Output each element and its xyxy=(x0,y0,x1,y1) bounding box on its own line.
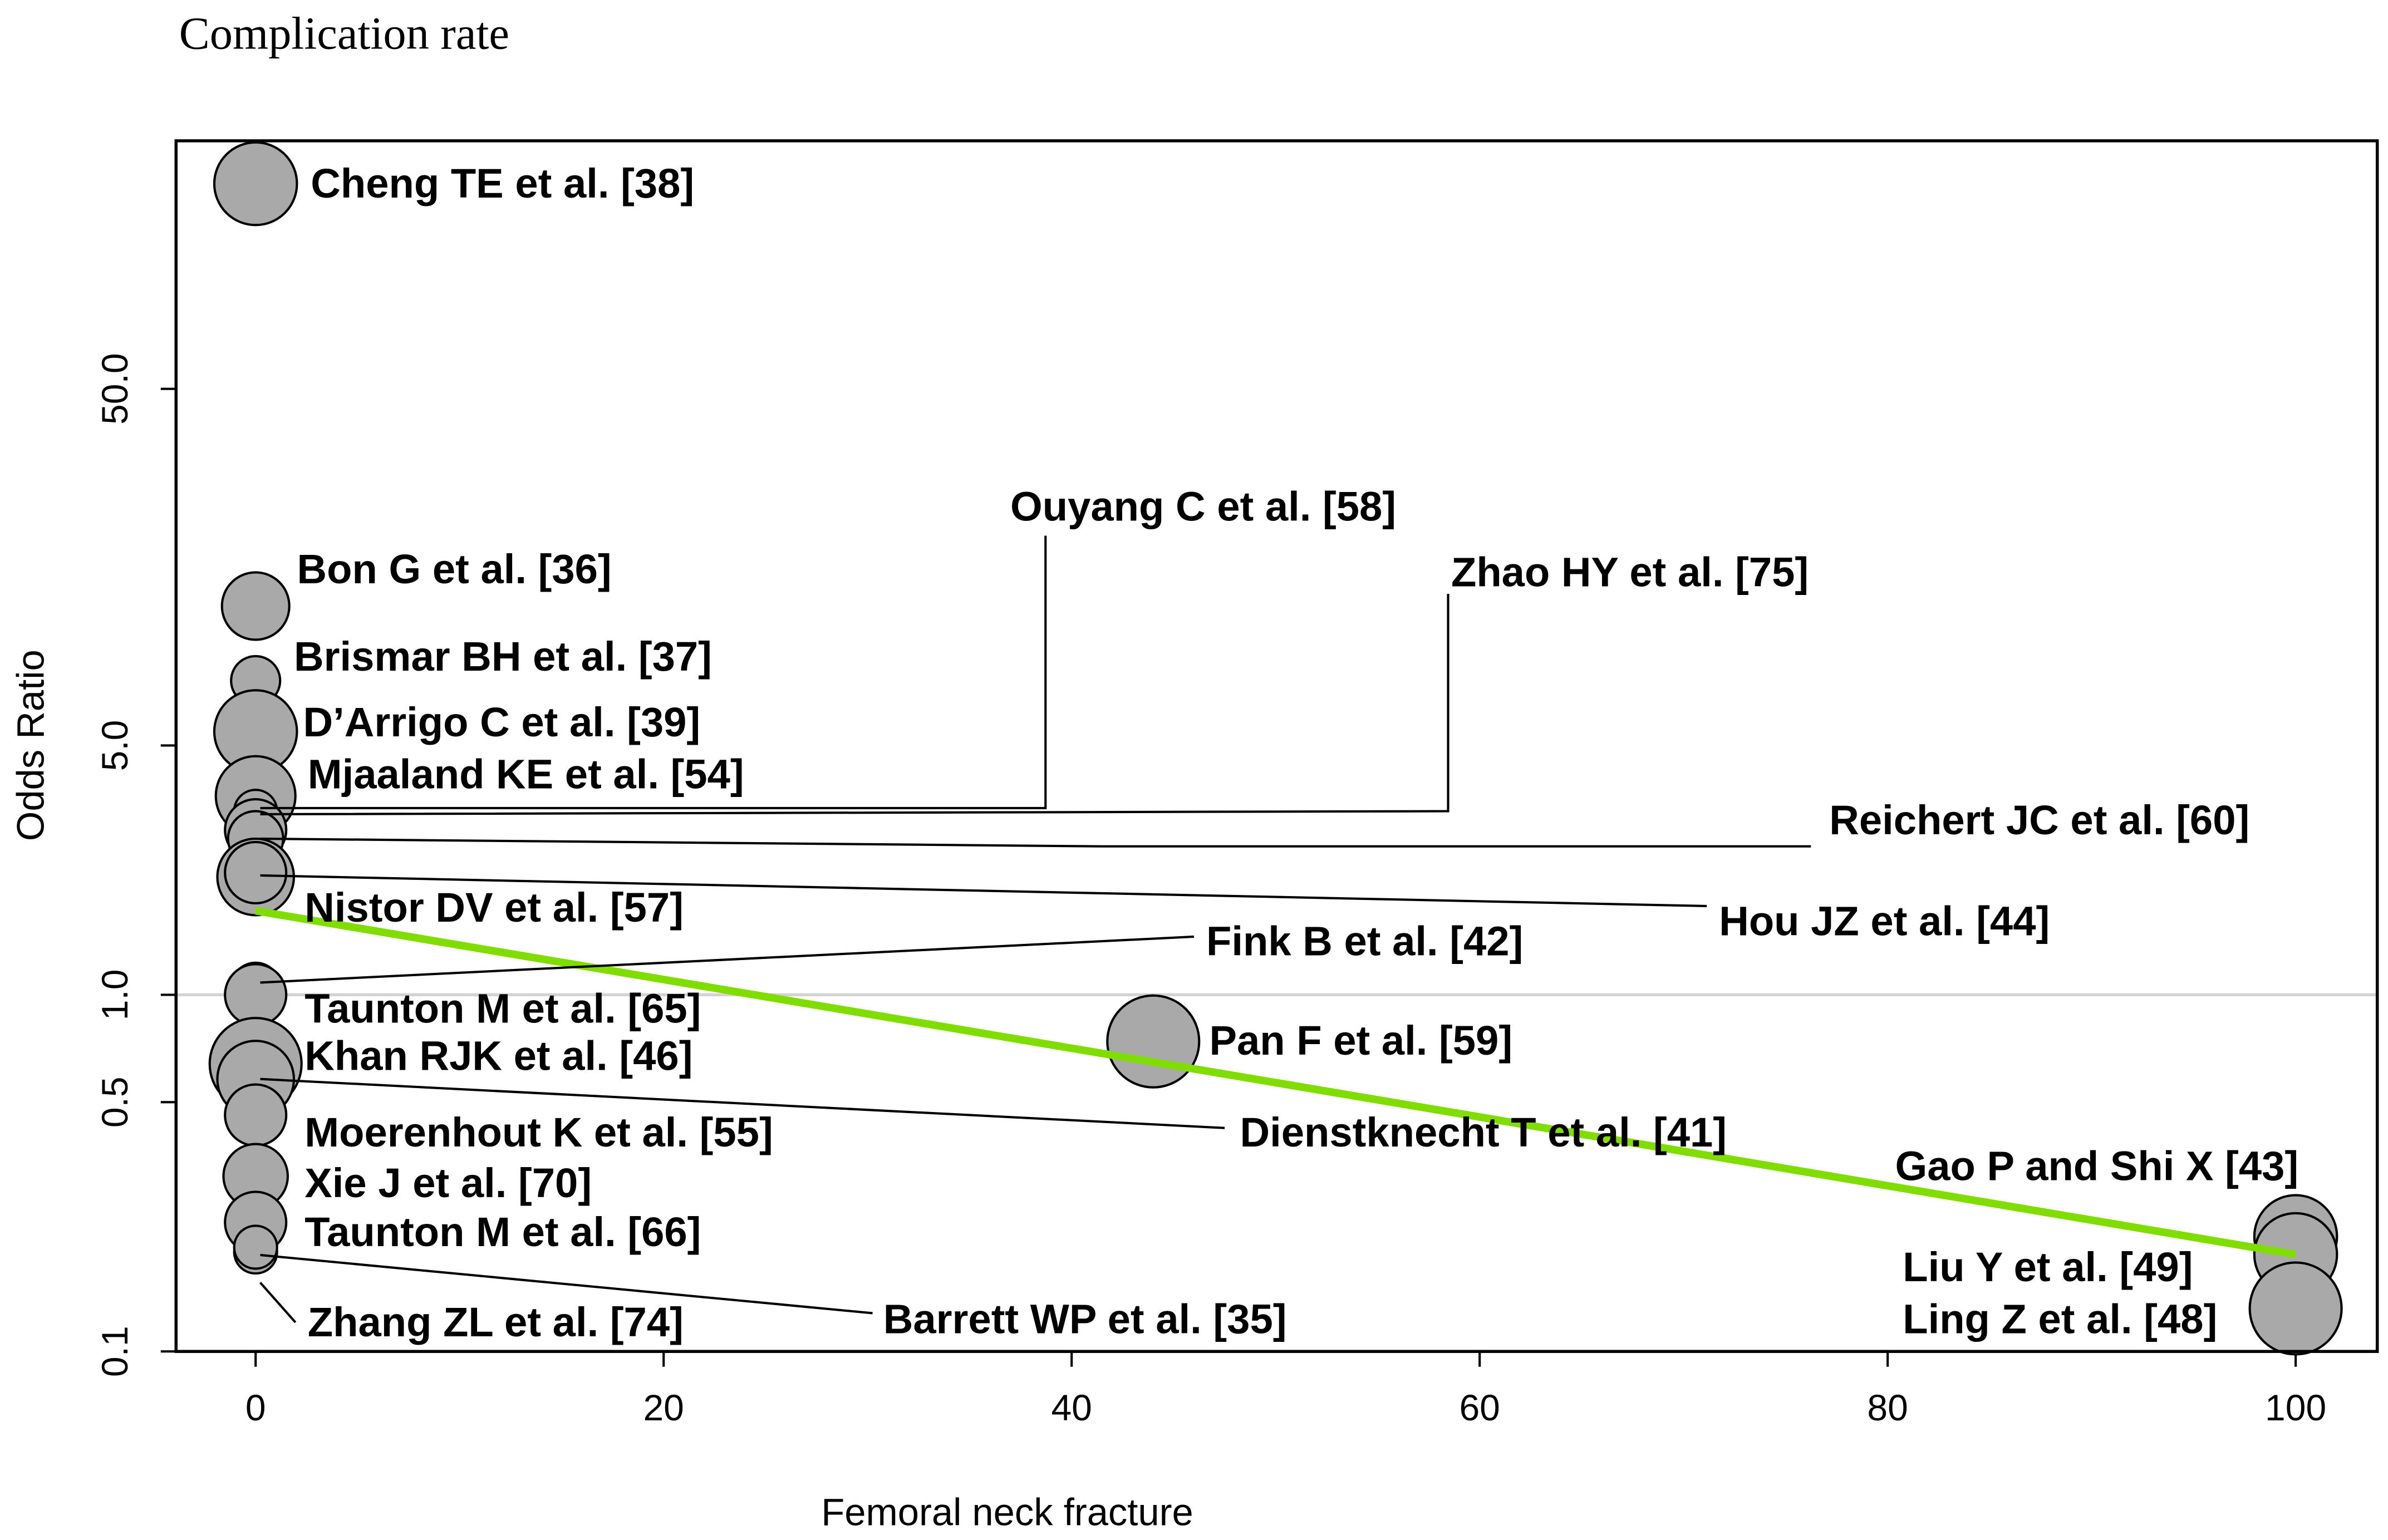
x-axis-label: Femoral neck fracture xyxy=(821,1491,1193,1534)
point-label: Mjaaland KE et al. [54] xyxy=(308,751,744,798)
point-label: Pan F et al. [59] xyxy=(1209,1017,1512,1064)
bubble xyxy=(224,840,288,905)
point-label: Barrett WP et al. [35] xyxy=(883,1296,1287,1342)
y-tick-label: 0.1 xyxy=(94,1326,135,1377)
point-label: Khan RJK et al. [46] xyxy=(304,1033,692,1079)
x-tick-label: 100 xyxy=(2265,1387,2326,1428)
point-label: Nistor DV et al. [57] xyxy=(304,884,684,931)
x-tick-label: 40 xyxy=(1051,1387,1092,1428)
point-label: Hou JZ et al. [44] xyxy=(1719,898,2050,944)
chart-title: Complication rate xyxy=(179,8,509,59)
y-tick-label: 1.0 xyxy=(94,970,135,1021)
point-label: Moerenhout K et al. [55] xyxy=(304,1109,773,1155)
leader-line xyxy=(260,837,1811,848)
point-label: Ling Z et al. [48] xyxy=(1903,1296,2217,1342)
point-label: D’Arrigo C et al. [39] xyxy=(303,699,701,745)
point-label: Taunton M et al. [66] xyxy=(304,1209,701,1255)
bubble xyxy=(224,963,288,1027)
point-label: Gao P and Shi X [43] xyxy=(1895,1143,2298,1189)
point-label: Zhao HY et al. [75] xyxy=(1451,549,1809,596)
bubble xyxy=(2248,1261,2343,1356)
y-tick-label: 50.0 xyxy=(94,353,135,424)
leader-line xyxy=(260,935,1195,984)
point-label: Taunton M et al. [65] xyxy=(304,985,701,1031)
y-tick-label: 5.0 xyxy=(94,720,135,771)
leader-line xyxy=(259,1282,297,1323)
y-tick-label: 0.5 xyxy=(94,1076,135,1128)
point-label: Cheng TE et al. [38] xyxy=(311,160,694,206)
x-tick-label: 60 xyxy=(1459,1387,1500,1428)
y-axis-label: Odds Ratio xyxy=(9,650,52,841)
point-label: Xie J et al. [70] xyxy=(304,1160,592,1206)
plot-frame xyxy=(174,139,2379,1353)
bubble xyxy=(224,1083,288,1147)
bubble xyxy=(233,1224,278,1270)
point-label: Bon G et al. [36] xyxy=(297,546,612,592)
bubble xyxy=(220,571,291,641)
leader-line xyxy=(260,1253,873,1315)
point-label: Zhang ZL et al. [74] xyxy=(308,1299,684,1345)
point-label: Ouyang C et al. [58] xyxy=(1010,483,1396,529)
x-tick-label: 80 xyxy=(1867,1387,1908,1428)
bubble xyxy=(1106,994,1201,1089)
leader-line xyxy=(260,1077,1225,1129)
leader-line xyxy=(260,535,1047,810)
bubble xyxy=(213,141,298,227)
leader-line xyxy=(260,874,1707,908)
x-tick-label: 20 xyxy=(643,1387,684,1428)
point-label: Dienstknecht T et al. [41] xyxy=(1240,1109,1727,1155)
leader-line xyxy=(260,593,1449,816)
x-tick-label: 0 xyxy=(245,1387,266,1428)
point-label: Liu Y et al. [49] xyxy=(1903,1244,2193,1290)
point-label: Brismar BH et al. [37] xyxy=(294,633,712,680)
point-label: Fink B et al. [42] xyxy=(1206,918,1523,964)
regression-line xyxy=(255,907,2297,1258)
point-label: Reichert JC et al. [60] xyxy=(1829,797,2249,843)
